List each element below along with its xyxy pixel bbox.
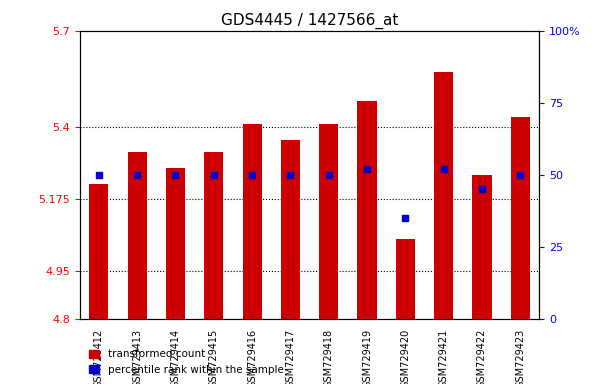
Legend: transformed count, percentile rank within the sample: transformed count, percentile rank withi… <box>85 345 288 379</box>
Point <box>170 172 180 178</box>
Bar <box>511 117 530 319</box>
Point <box>400 215 410 221</box>
Point <box>286 172 295 178</box>
Text: wild type: wild type <box>399 328 450 338</box>
Point <box>516 172 525 178</box>
Bar <box>128 152 147 319</box>
Bar <box>204 152 223 319</box>
FancyBboxPatch shape <box>310 348 424 376</box>
Point <box>439 166 449 172</box>
Text: Cbx2 knockout: Cbx2 knockout <box>153 328 236 338</box>
FancyBboxPatch shape <box>195 348 310 376</box>
Title: GDS4445 / 1427566_at: GDS4445 / 1427566_at <box>221 13 398 29</box>
Bar <box>319 124 338 319</box>
Point <box>324 172 333 178</box>
Text: XX: XX <box>129 357 145 367</box>
Bar <box>281 139 300 319</box>
FancyBboxPatch shape <box>80 319 310 348</box>
FancyBboxPatch shape <box>80 348 195 376</box>
Bar <box>473 175 492 319</box>
Text: gender: gender <box>43 357 80 367</box>
Text: XY: XY <box>475 357 489 367</box>
Bar <box>166 168 185 319</box>
Text: genotype/variation: genotype/variation <box>0 328 80 338</box>
Point <box>132 172 142 178</box>
Point <box>247 172 257 178</box>
Text: XY: XY <box>245 357 259 367</box>
Bar <box>434 72 453 319</box>
Bar <box>396 239 415 319</box>
Bar <box>89 184 109 319</box>
Point <box>477 186 487 192</box>
Bar <box>357 101 376 319</box>
Text: XX: XX <box>359 357 375 367</box>
Point <box>209 172 219 178</box>
Bar <box>243 124 262 319</box>
FancyBboxPatch shape <box>310 319 539 348</box>
FancyBboxPatch shape <box>424 348 539 376</box>
Point <box>94 172 104 178</box>
Point <box>362 166 372 172</box>
